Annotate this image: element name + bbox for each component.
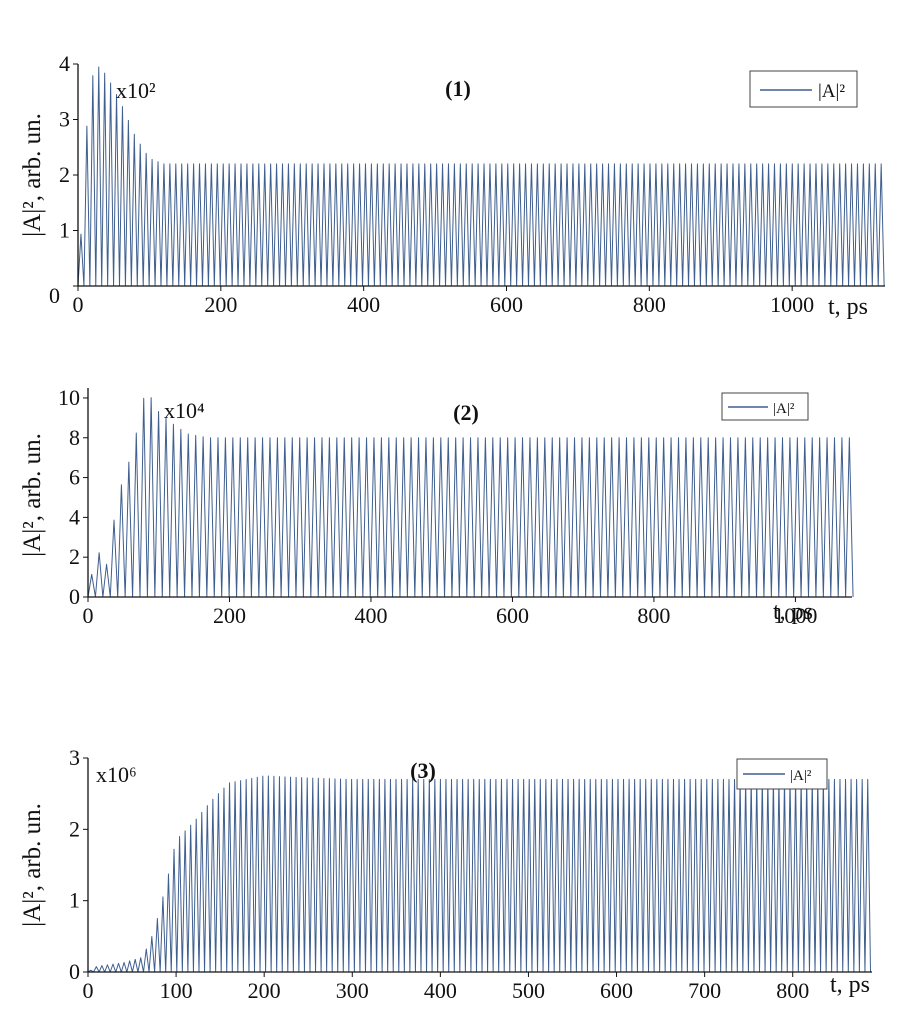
x-tick-label-3-7: 700 <box>688 978 721 1003</box>
pulse-train-2 <box>87 397 854 598</box>
legend-3: |A|² <box>736 758 828 790</box>
x-tick-label-3-3: 300 <box>336 978 369 1003</box>
y-axis-label-2: |A|², arb. un. <box>19 433 46 557</box>
y-tick-label-1-2: 2 <box>59 162 70 187</box>
y-tick-label-3-2: 2 <box>69 816 80 841</box>
x-tick-label-3-6: 600 <box>600 978 633 1003</box>
scale-note-3: x10⁶ <box>96 762 137 787</box>
y-tick-label-2-4: 8 <box>69 425 80 450</box>
x-axis-label-3: t, ps <box>830 972 870 998</box>
x-tick-label-3-0: 0 <box>83 978 94 1003</box>
scale-note-1: x10² <box>116 78 156 103</box>
chart-panel-2: 0 200 400 600 800 1000 0 2 4 6 8 10 t, ps |A|², arb… <box>19 385 854 628</box>
x-axis-label-2: t, ps <box>773 599 813 625</box>
x-tick-label-3-8: 800 <box>776 978 809 1003</box>
x-axis-label-1: t, ps <box>828 294 868 320</box>
ticks-2: 0 200 400 600 800 1000 0 2 4 6 8 10 <box>58 385 817 628</box>
y-tick-label-2-0: 0 <box>69 584 80 609</box>
x-tick-label-2-0: 0 <box>83 603 94 628</box>
y-tick-label-3-3: 3 <box>69 745 80 770</box>
panel-label-3: (3) <box>410 758 436 783</box>
panel-label-1: (1) <box>445 76 471 101</box>
ticks-3: 0 100 200 300 400 500 600 700 800 0 1 2 3 <box>69 745 809 1003</box>
legend-box-1 <box>749 70 858 108</box>
y-origin-label-1: 0 <box>49 283 60 308</box>
y-tick-label-3-0: 0 <box>69 959 80 984</box>
y-tick-label-2-2: 4 <box>69 504 80 529</box>
y-axis-label-3: |A|², arb. un. <box>19 803 46 927</box>
x-tick-label-3-5: 500 <box>512 978 545 1003</box>
legend-label-3: |A|² <box>790 768 812 784</box>
legend-1: |A|² <box>749 70 858 108</box>
x-tick-label-2-3: 600 <box>496 603 529 628</box>
x-tick-label-1-3: 600 <box>490 292 523 317</box>
legend-2: |A|² <box>721 392 809 421</box>
legend-label-1: |A|² <box>818 81 845 102</box>
x-tick-label-3-1: 100 <box>160 978 193 1003</box>
y-tick-label-3-1: 1 <box>69 888 80 913</box>
x-tick-label-1-4: 800 <box>633 292 666 317</box>
x-tick-label-1-2: 400 <box>347 292 380 317</box>
series-line-2 <box>87 397 854 598</box>
x-tick-label-3-2: 200 <box>248 978 281 1003</box>
ticks-1: 0 200 400 600 800 1000 1 2 3 4 <box>59 51 814 317</box>
x-tick-label-1-0: 0 <box>73 292 84 317</box>
y-tick-label-1-4: 4 <box>59 51 70 76</box>
chart-panel-1: 0 200 400 600 800 1000 1 2 3 4 0 t, ps |A|², arb.… <box>19 51 885 320</box>
x-tick-label-2-1: 200 <box>213 603 246 628</box>
y-tick-label-2-1: 2 <box>69 544 80 569</box>
x-tick-label-2-4: 800 <box>637 603 670 628</box>
x-tick-label-1-1: 200 <box>204 292 237 317</box>
panel-label-2: (2) <box>453 400 479 425</box>
y-tick-label-2-5: 10 <box>58 385 80 410</box>
y-tick-label-1-1: 1 <box>59 218 70 243</box>
y-axis-label-1: |A|², arb. un. <box>19 113 46 237</box>
x-tick-label-2-2: 400 <box>354 603 387 628</box>
x-tick-label-2-5: 1000 <box>773 603 817 628</box>
series-line-3 <box>87 775 871 973</box>
x-tick-label-1-5: 1000 <box>770 292 814 317</box>
chart-panel-3: 0 100 200 300 400 500 600 700 800 0 1 2 3 t, ps |A|²… <box>19 745 872 1003</box>
pulse-train-3 <box>87 775 871 973</box>
y-tick-label-1-3: 3 <box>59 107 70 132</box>
x-tick-label-3-4: 400 <box>424 978 457 1003</box>
legend-label-2: |A|² <box>773 401 795 417</box>
scale-note-2: x10⁴ <box>164 398 205 423</box>
y-tick-label-2-3: 6 <box>69 465 80 490</box>
